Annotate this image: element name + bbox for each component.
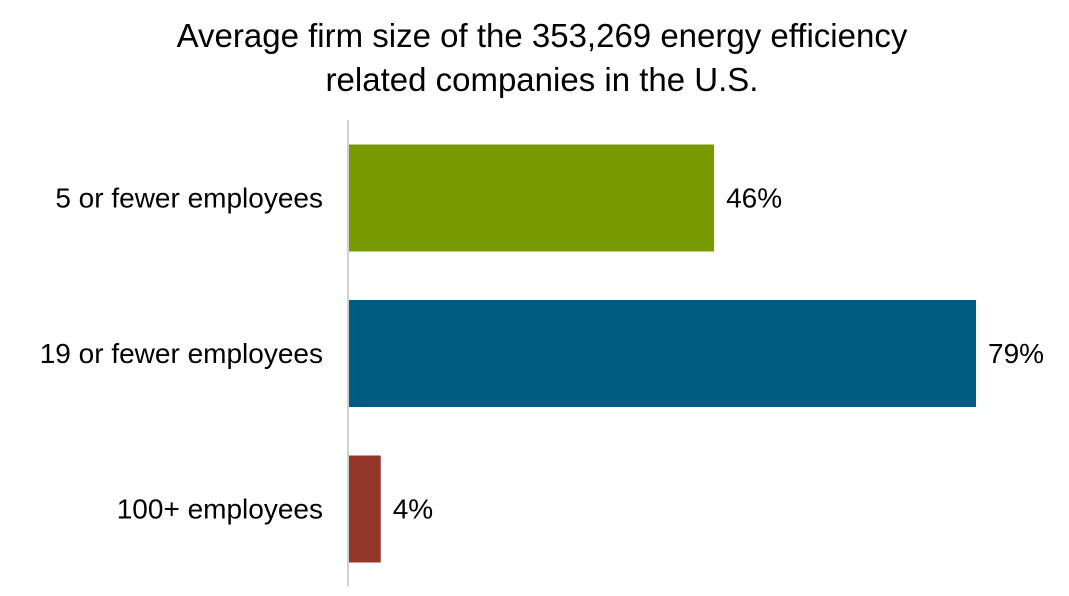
bar-marks: 5 or fewer employees 46% 19 or fewer emplo… bbox=[40, 144, 1044, 563]
bar bbox=[349, 455, 381, 563]
chart-title-line-1: Average firm size of the 353,269 energy … bbox=[176, 17, 908, 54]
category-label: 100+ employees bbox=[117, 494, 323, 525]
bar bbox=[349, 300, 976, 407]
value-label: 46% bbox=[726, 183, 782, 214]
chart-title: Average firm size of the 353,269 energy … bbox=[0, 14, 1069, 102]
category-label: 19 or fewer employees bbox=[40, 338, 323, 369]
chart-title-line-2: related companies in the U.S. bbox=[325, 61, 759, 98]
category-label: 5 or fewer employees bbox=[55, 183, 323, 214]
value-label: 4% bbox=[393, 494, 433, 525]
bar bbox=[349, 144, 715, 252]
value-label: 79% bbox=[988, 338, 1044, 369]
